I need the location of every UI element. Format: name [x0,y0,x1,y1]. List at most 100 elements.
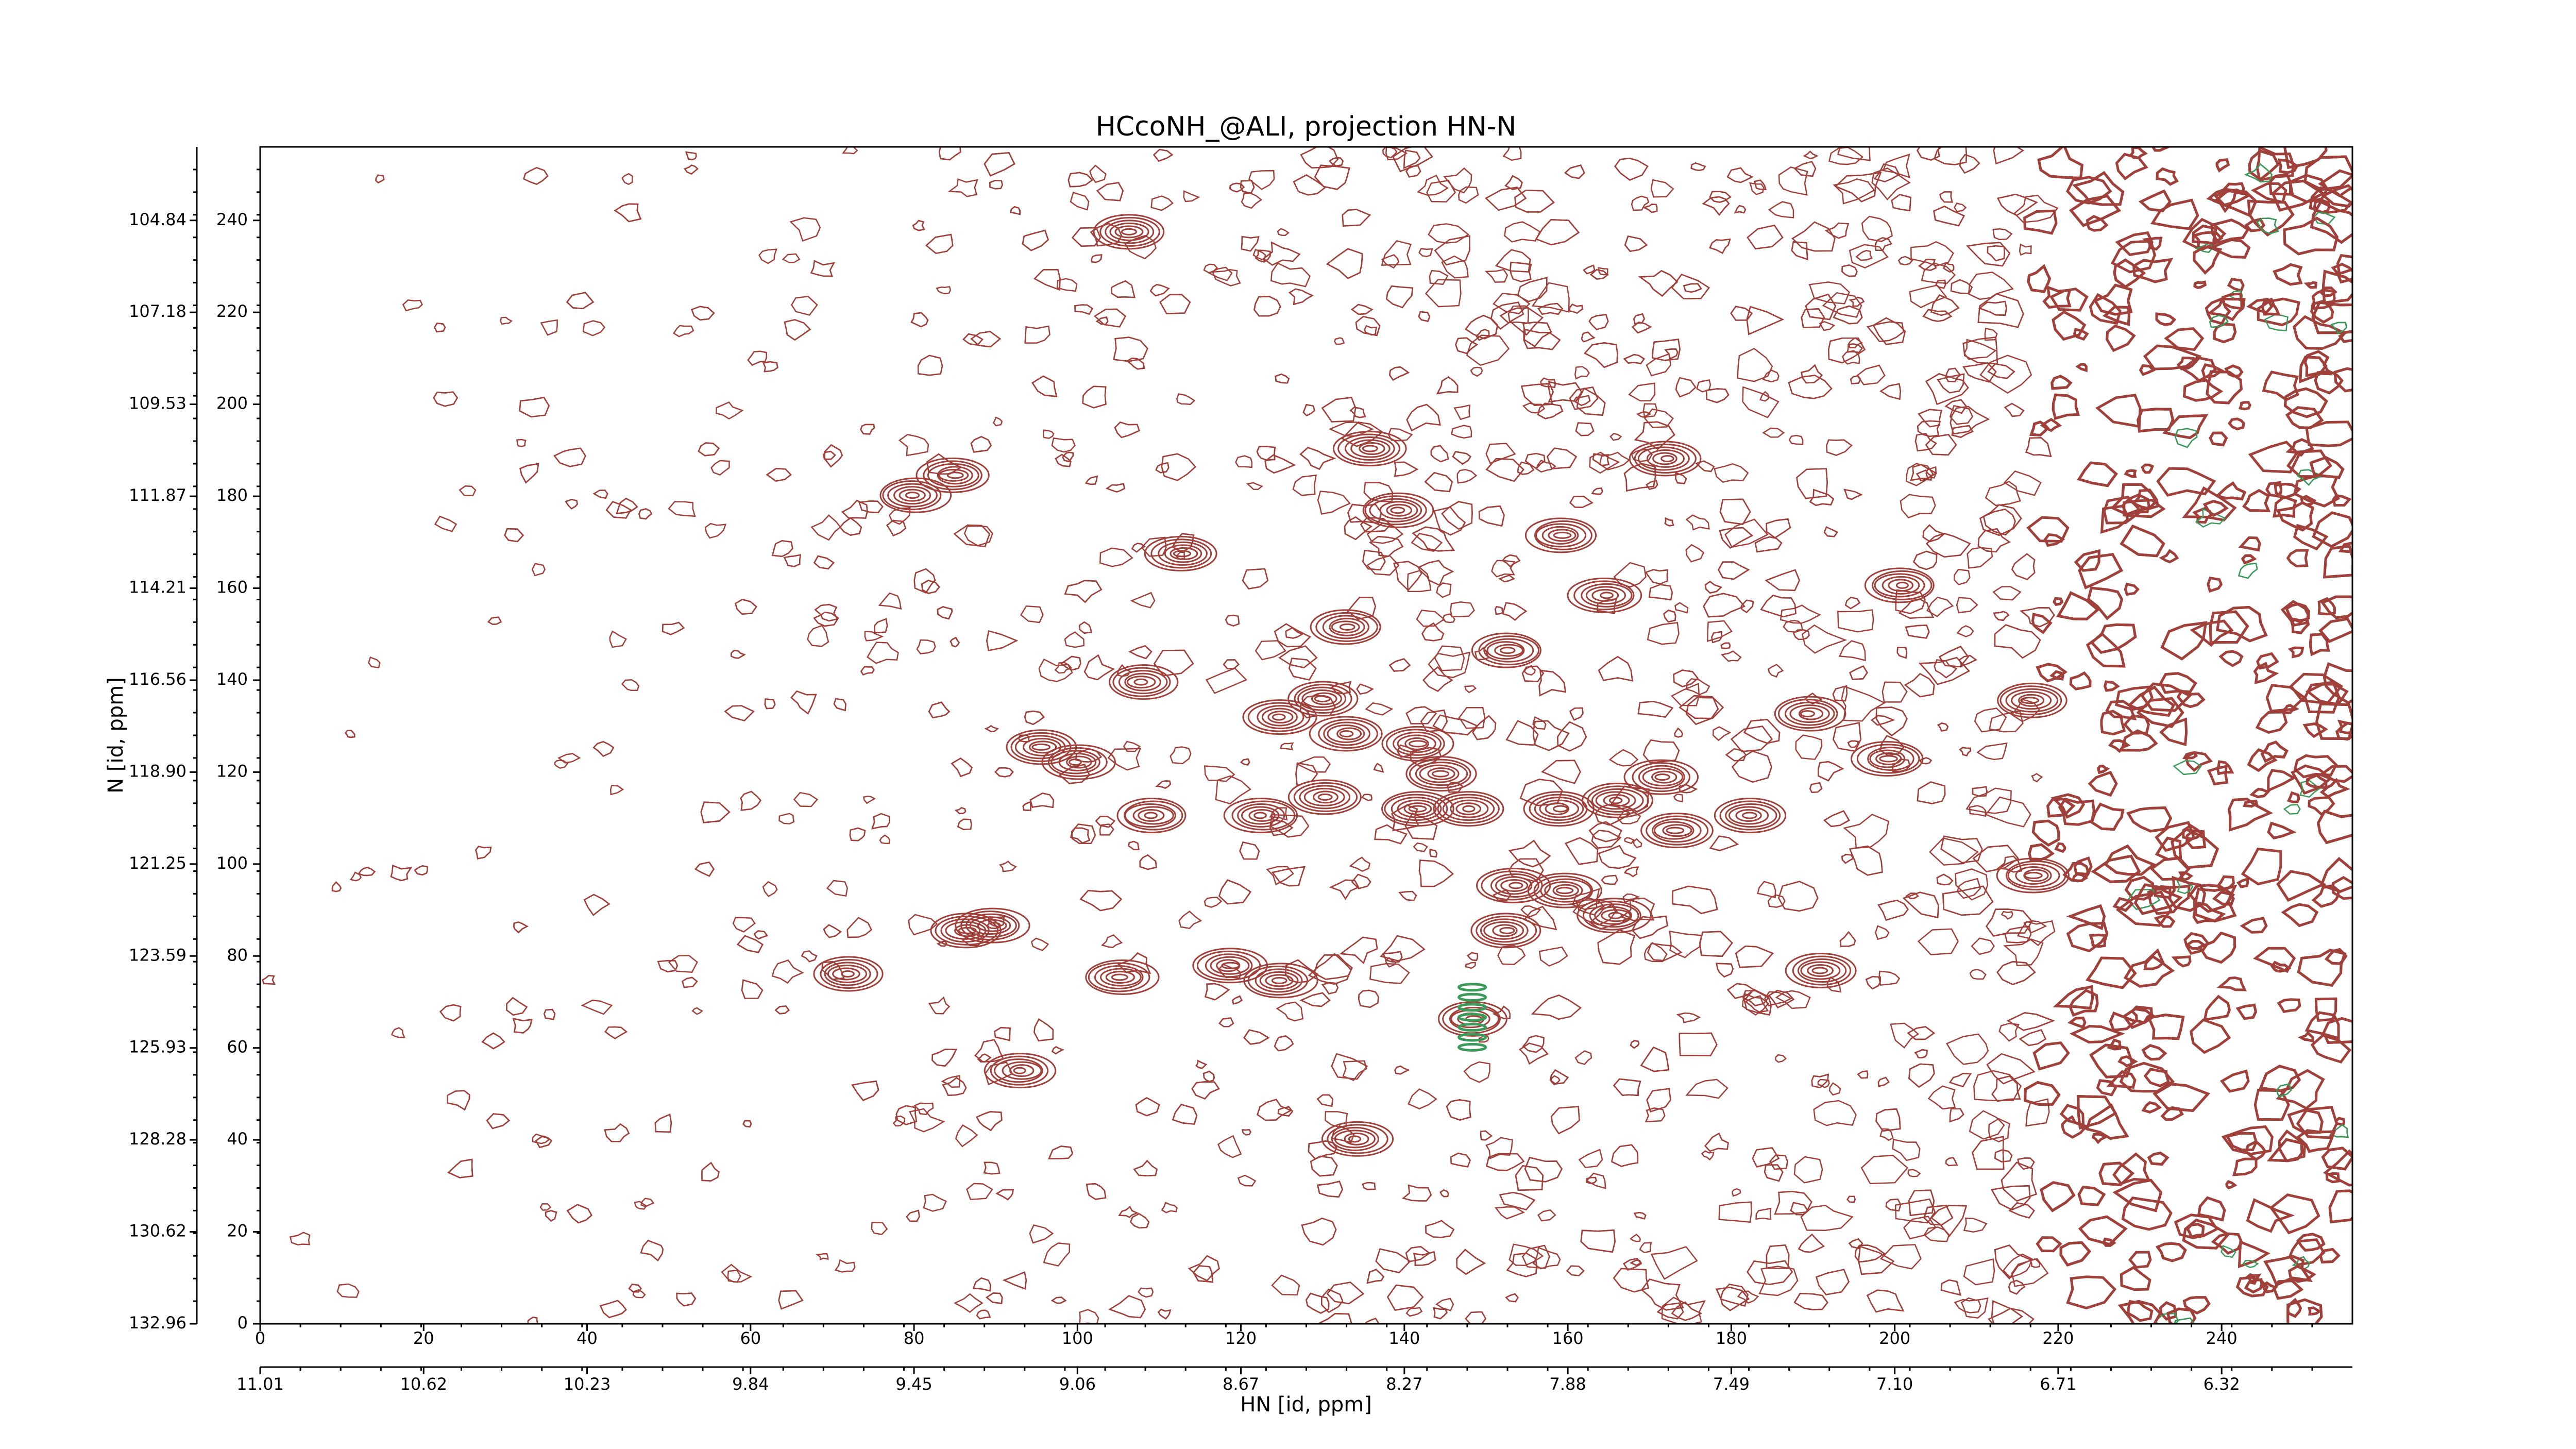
contour [1455,337,1479,355]
contour [2313,199,2331,214]
contour [1128,840,1140,851]
contour [916,639,936,654]
peak-contour [1499,926,1515,934]
contour [1974,707,2007,733]
contour [976,1309,991,1320]
contour [1624,235,1648,252]
peak-contour [960,911,1020,941]
contour [2235,1276,2269,1298]
contour [2149,856,2191,881]
contour [414,865,428,876]
contour [519,463,539,484]
peak-contour [1329,617,1365,636]
x-tick-label: 200 [1879,1328,1910,1348]
contour [609,630,627,648]
contour [1153,148,1174,162]
contour [2240,917,2268,934]
negative-contour [1458,1042,1487,1052]
contour [2256,217,2279,234]
contour [2285,438,2315,457]
peak-contour [1777,699,1838,729]
contour [2210,218,2250,244]
contour [1313,954,1353,980]
contour [986,1292,1003,1304]
contour [2124,582,2140,596]
contour [2209,314,2229,328]
contour [2286,791,2300,803]
contour [1429,849,1438,858]
contour [1388,658,1411,672]
contour [2238,1240,2270,1269]
x2-tick-label: 7.88 [1550,1374,1586,1394]
peak-contour [1099,216,1160,247]
contour [1613,562,1647,588]
contour [2001,1161,2037,1202]
contour [1731,750,1772,783]
peak-contour [1381,791,1454,827]
contour [1373,763,1384,773]
peak-contour [1241,806,1280,825]
contour [2253,947,2296,973]
contour [1569,386,1599,410]
contour [1054,662,1073,674]
contour [1051,1046,1064,1055]
contour [345,730,355,738]
contour [1699,931,1733,957]
peak-contour [937,466,973,485]
contour [1380,935,1426,962]
peak-contour [1539,799,1580,818]
contour [2247,748,2278,772]
contour [1987,363,2015,379]
contour [1792,629,1810,641]
contour [2106,324,2136,352]
contour [1933,147,1968,165]
peak-contour [1379,501,1418,520]
peak-contour [1798,707,1824,720]
contour [1989,710,2024,733]
contour-layer [262,147,2352,1324]
contour [583,894,611,916]
peak-contour [1144,535,1217,571]
contour [1430,445,1449,463]
contour [1925,373,1969,406]
contour [1033,268,1061,291]
peak-contour [1126,676,1156,689]
peak-contour [1138,809,1165,822]
contour [1877,899,1909,921]
contour [2249,787,2270,799]
contour [1218,1017,1234,1027]
contour [1504,175,1523,190]
contour [566,292,595,310]
contour [2147,1151,2170,1166]
contour [1790,1202,1808,1216]
contour [262,974,276,985]
y-tick-label: 0 [238,1313,248,1333]
peak-contour [1247,702,1311,732]
contour [1749,182,1765,195]
y-tick-label: 20 [227,1221,248,1241]
contour [1010,206,1021,215]
peak-contour [824,962,871,986]
contour [1499,307,1529,324]
peak-contour [1309,716,1383,752]
contour [1108,1295,1146,1319]
contour [1788,434,1804,445]
contour [2096,1079,2117,1097]
peak-contour [1807,964,1834,977]
peak-contour [1393,731,1442,756]
contour [1299,447,1336,470]
contour [1429,269,1449,285]
contour [1747,225,1784,250]
contour [2323,662,2352,704]
peak-contour [1066,755,1092,769]
contour [1861,215,1893,242]
contour [1450,601,1475,618]
peak-contour [1534,520,1592,550]
contour [762,361,778,373]
contour [1929,837,1979,866]
contour [1398,890,1417,901]
peak-contour [977,919,1007,932]
contour [1743,719,1781,744]
peak-contour [1652,818,1702,843]
peak-contour [1879,755,1898,763]
